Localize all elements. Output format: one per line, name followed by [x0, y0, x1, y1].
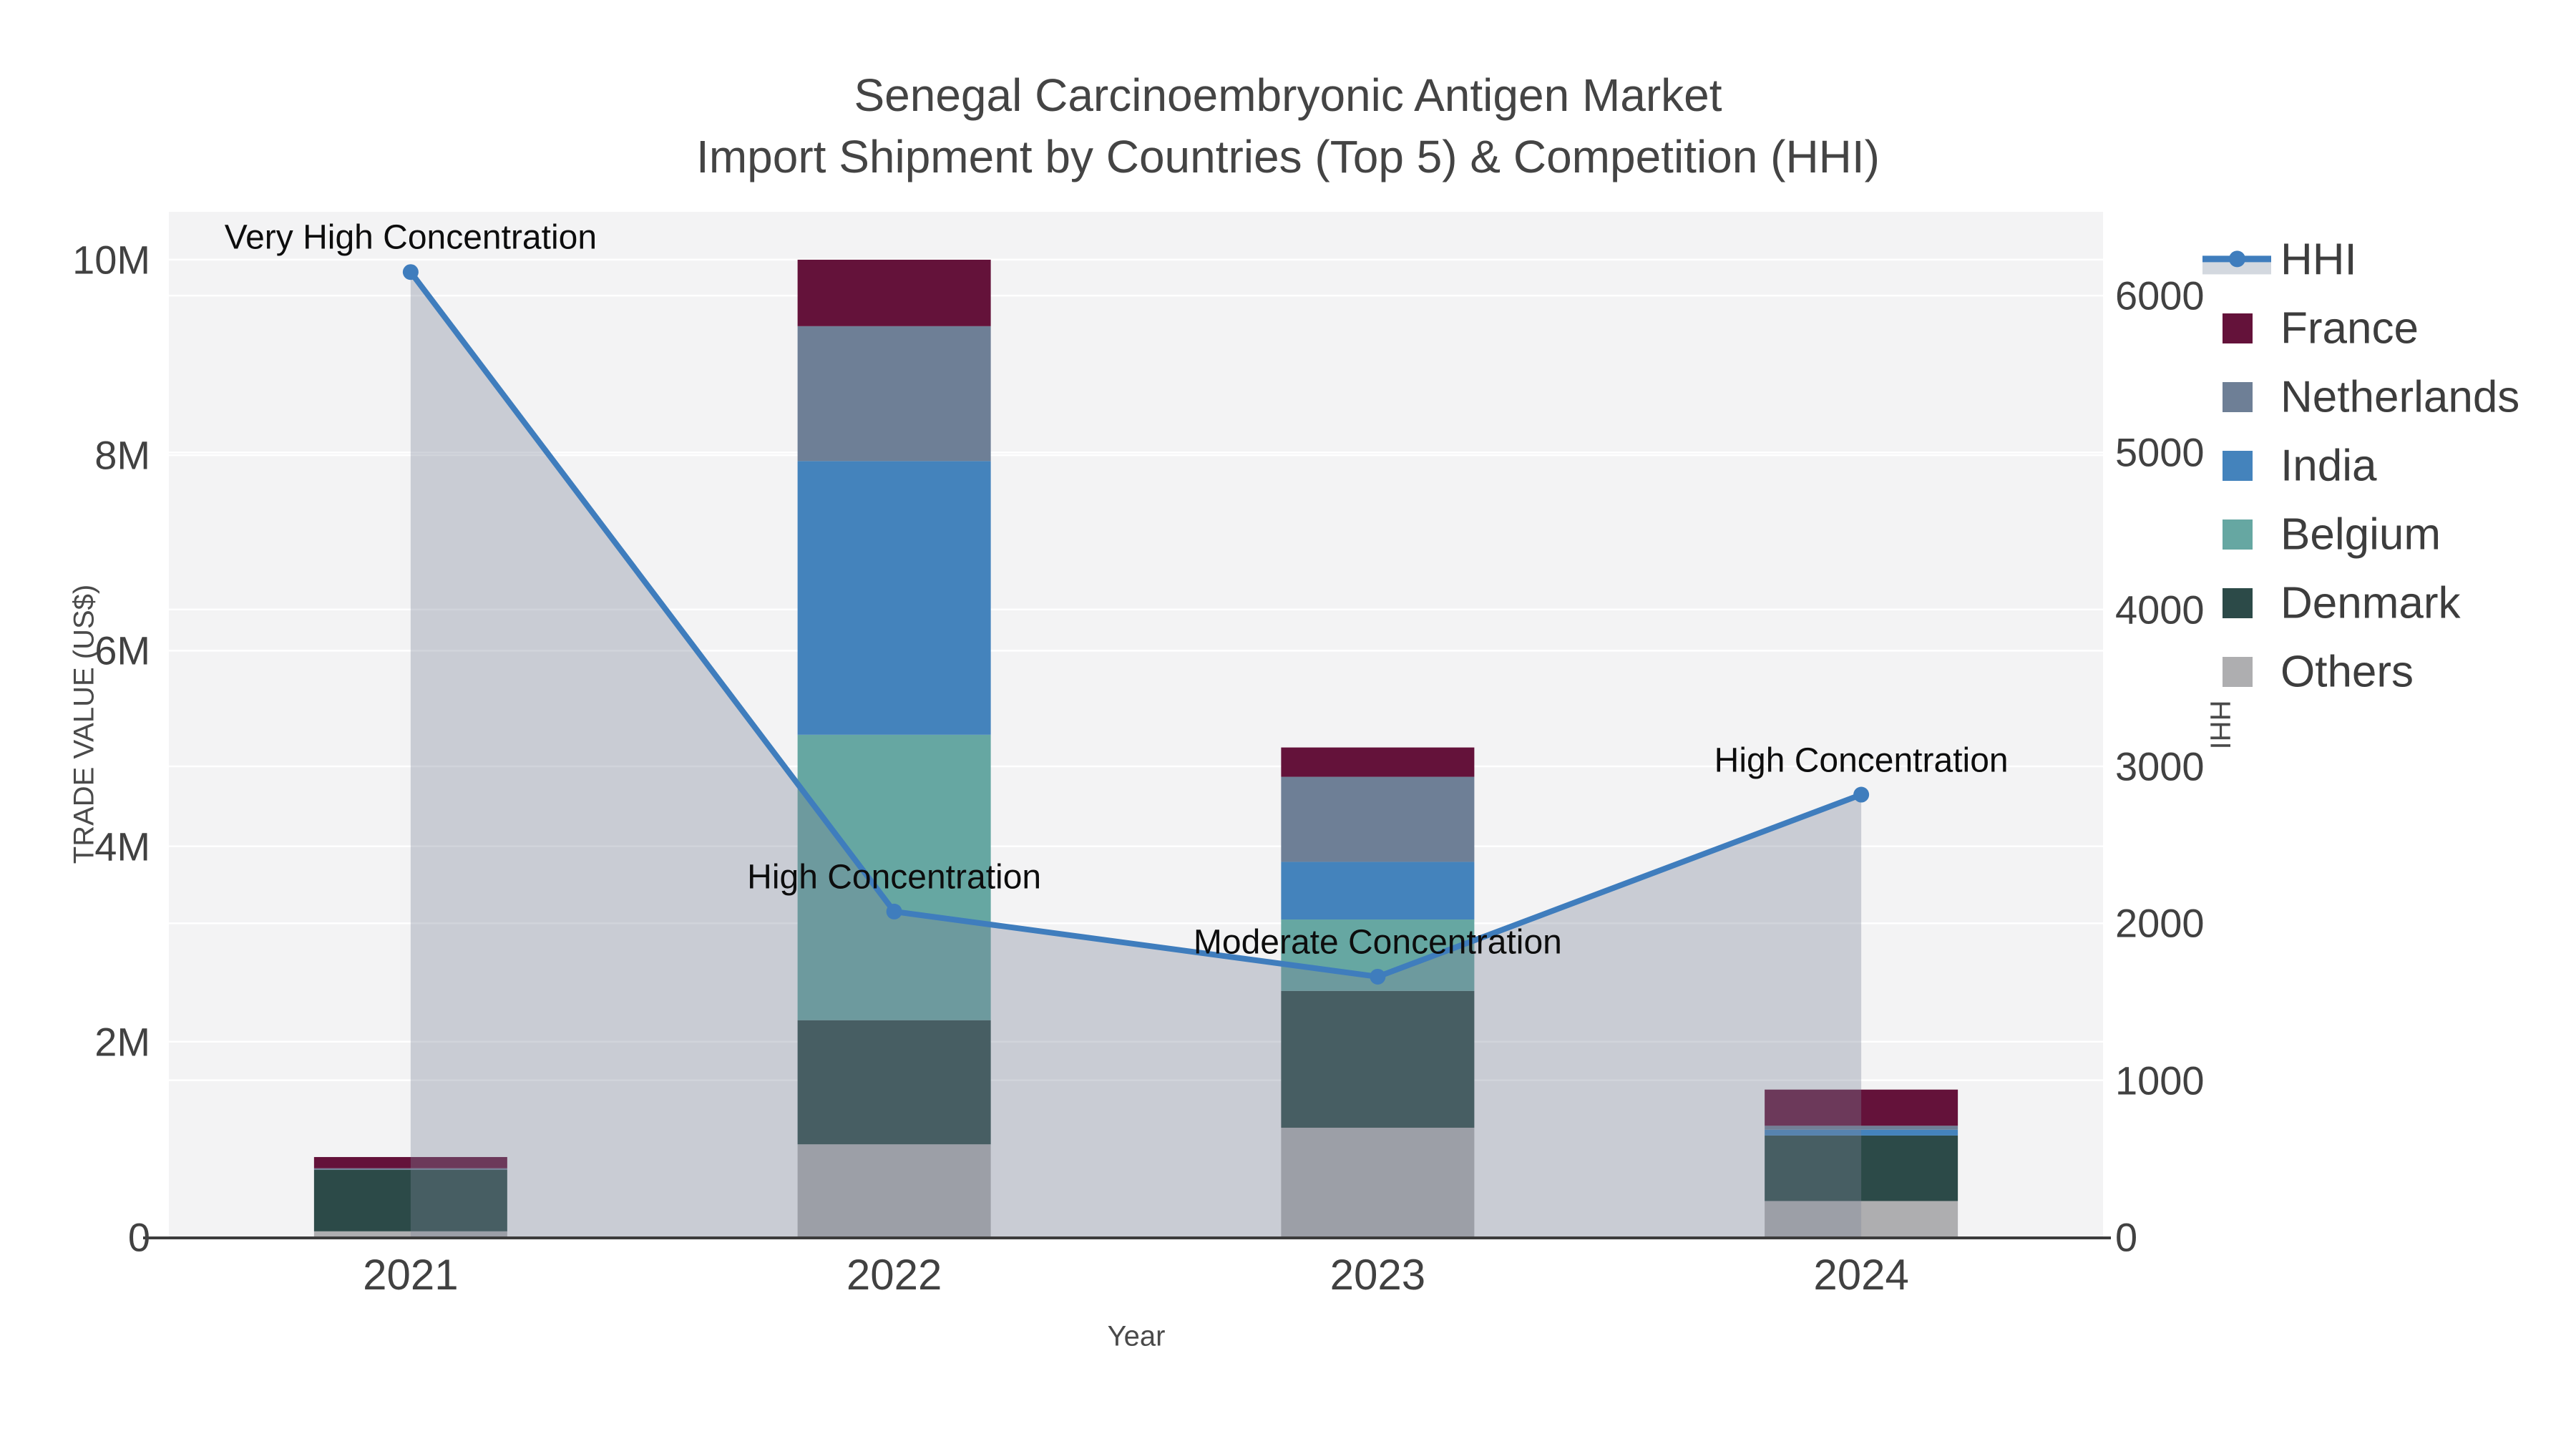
bar-segment-netherlands-2022 [797, 326, 991, 462]
legend-item-denmark[interactable]: Denmark [2280, 578, 2461, 628]
bar-segment-denmark-2024 [1765, 1135, 1958, 1201]
annotation-2024: High Concentration [1714, 741, 2009, 780]
legend-swatch-others [2223, 657, 2253, 687]
legend-hhi-marker-icon [2229, 250, 2245, 268]
y-left-tick-8M: 8M [94, 432, 150, 478]
y-left-tick-10M: 10M [72, 237, 150, 283]
y-right-tick-2000: 2000 [2115, 900, 2205, 946]
y-right-tick-6000: 6000 [2115, 273, 2205, 318]
y-right-tick-4000: 4000 [2115, 587, 2205, 633]
hhi-marker-2024 [1853, 786, 1870, 803]
y-right-tick-0: 0 [2115, 1214, 2138, 1260]
bar-segment-denmark-2022 [797, 1020, 991, 1145]
bar-segment-denmark-2023 [1281, 990, 1475, 1128]
annotation-2023: Moderate Concentration [1193, 923, 1562, 962]
bar-segment-others-2021 [313, 1231, 507, 1237]
legend-swatch-belgium [2223, 519, 2253, 550]
legend-item-belgium[interactable]: Belgium [2280, 509, 2441, 560]
bar-segment-france-2024 [1765, 1089, 1958, 1126]
y-left-tick-6M: 6M [94, 628, 150, 673]
bar-segment-netherlands-2021 [313, 1168, 507, 1170]
bar-segment-others-2022 [797, 1144, 991, 1237]
hhi-marker-2022 [886, 903, 902, 919]
bar-segment-france-2023 [1281, 747, 1475, 777]
y-left-tick-2M: 2M [94, 1019, 150, 1065]
bar-segment-netherlands-2024 [1765, 1126, 1958, 1130]
bar-segment-others-2023 [1281, 1128, 1475, 1237]
y-left-tick-4M: 4M [94, 824, 150, 869]
legend-item-netherlands[interactable]: Netherlands [2280, 372, 2520, 422]
hhi-marker-2021 [402, 264, 419, 280]
y-right-tick-1000: 1000 [2115, 1058, 2205, 1103]
hhi-area-fill [410, 272, 1862, 1238]
legend-swatch-denmark [2223, 588, 2253, 618]
legend-sample-hhi [2202, 247, 2271, 278]
y-right-tick-3000: 3000 [2115, 743, 2205, 789]
legend-swatch-india [2223, 451, 2253, 481]
legend-swatch-netherlands [2223, 382, 2253, 412]
y-right-axis-title: HHI [2204, 700, 2236, 750]
bar-segment-belgium-2022 [797, 734, 991, 1020]
chart-title-line1: Senegal Carcinoembryonic Antigen Market [854, 69, 1722, 121]
bar-segment-india-2023 [1281, 862, 1475, 920]
y-right-tick-5000: 5000 [2115, 429, 2205, 475]
annotation-2021: Very High Concentration [224, 218, 597, 257]
chart-title-line2: Import Shipment by Countries (Top 5) & C… [696, 131, 1880, 182]
bar-segment-netherlands-2023 [1281, 776, 1475, 862]
x-tick-2024: 2024 [1813, 1251, 1909, 1299]
bar-segment-india-2022 [797, 461, 991, 735]
annotation-2022: High Concentration [747, 858, 1042, 897]
y-left-tick-0: 0 [127, 1214, 150, 1260]
bar-segment-france-2022 [797, 259, 991, 326]
x-tick-2023: 2023 [1330, 1251, 1426, 1299]
legend-item-hhi[interactable]: HHI [2280, 235, 2357, 285]
legend-item-india[interactable]: India [2280, 441, 2377, 491]
legend-item-france[interactable]: France [2280, 303, 2419, 353]
bar-segment-india-2024 [1765, 1129, 1958, 1136]
legend-swatch-france [2223, 313, 2253, 343]
hhi-marker-2023 [1370, 968, 1386, 985]
bar-segment-denmark-2021 [313, 1169, 507, 1231]
y-left-axis-title: TRADE VALUE (US$) [68, 584, 100, 864]
x-tick-2021: 2021 [363, 1251, 459, 1299]
x-tick-2022: 2022 [846, 1251, 942, 1299]
bar-segment-others-2024 [1765, 1201, 1958, 1237]
legend-item-others[interactable]: Others [2280, 647, 2414, 697]
hhi-line [408, 270, 1863, 980]
bar-segment-france-2021 [313, 1156, 507, 1169]
x-axis-title: Year [1107, 1320, 1166, 1352]
